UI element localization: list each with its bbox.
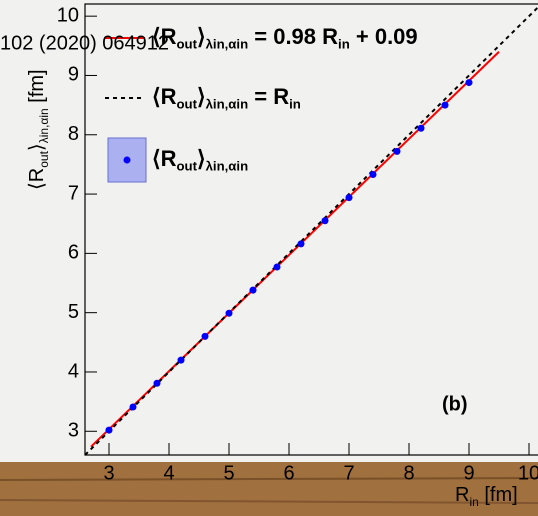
y-tick-label: 5 xyxy=(68,301,79,323)
point xyxy=(297,240,305,248)
label-part: ⟨R xyxy=(152,84,177,109)
label-part: = R xyxy=(248,84,289,109)
wood-floor xyxy=(0,462,538,516)
x-tick-label: 8 xyxy=(403,462,414,484)
y-tick-label: 10 xyxy=(57,4,79,26)
point xyxy=(225,309,233,317)
label-part: ⟨R xyxy=(152,146,177,171)
subscript: λin,αin xyxy=(206,37,249,52)
label-part: ⟩ xyxy=(197,146,206,171)
subscript: in xyxy=(469,495,478,509)
y-tick-label: 9 xyxy=(68,64,79,86)
label-part: ⟩ xyxy=(26,143,48,151)
point xyxy=(345,194,353,202)
x-tick-label: 10 xyxy=(518,462,538,484)
y-axis-label: ⟨Rout⟩λin,αin [fm] xyxy=(26,69,51,190)
label-part: ⟨R xyxy=(26,168,48,190)
legend-label: ⟨Rout⟩λin,αin xyxy=(152,146,248,174)
subscript: λin,αin xyxy=(206,159,249,174)
point xyxy=(249,286,257,294)
label-part: + 0.09 xyxy=(350,24,418,49)
wood-grain xyxy=(0,499,538,504)
subscript: λin,αin xyxy=(37,108,51,143)
point xyxy=(153,379,161,387)
subscript: out xyxy=(176,37,197,52)
point xyxy=(321,217,329,225)
subscript: out xyxy=(176,97,197,112)
subscript: in xyxy=(289,97,301,112)
point xyxy=(441,101,449,109)
label-part: ⟩ xyxy=(197,24,206,49)
label-part: = 0.98 R xyxy=(248,24,338,49)
point xyxy=(129,403,137,411)
subscript: out xyxy=(176,159,197,174)
y-tick-label: 7 xyxy=(68,182,79,204)
overlay-text: 102 (2020) 064912 xyxy=(0,32,169,54)
point xyxy=(273,263,281,271)
legend-swatch-dot xyxy=(123,156,131,164)
subscript: in xyxy=(338,37,350,52)
plot-frame xyxy=(84,3,538,456)
subscript: λin,αin xyxy=(206,97,249,112)
point xyxy=(393,147,401,155)
label-part: [fm] xyxy=(26,69,48,108)
x-tick-label: 4 xyxy=(163,462,174,484)
point xyxy=(369,170,377,178)
x-tick-label: 6 xyxy=(283,462,294,484)
annotation: (b) xyxy=(442,393,468,415)
fit-line xyxy=(84,6,538,456)
y-tick-label: 8 xyxy=(68,123,79,145)
point xyxy=(177,356,185,364)
y-tick-label: 6 xyxy=(68,242,79,264)
point xyxy=(105,426,113,434)
legend-label: ⟨Rout⟩λin,αin = Rin xyxy=(152,84,301,112)
point xyxy=(465,79,473,87)
x-axis-label: Rin [fm] xyxy=(455,484,518,509)
label-part: R xyxy=(455,484,469,506)
wood-grain xyxy=(0,477,538,481)
y-tick-label: 3 xyxy=(68,420,79,442)
label-part: ⟨R xyxy=(152,24,177,49)
x-tick-label: 3 xyxy=(103,462,114,484)
label-part: ⟩ xyxy=(197,84,206,109)
x-tick-label: 7 xyxy=(343,462,354,484)
x-tick-label: 5 xyxy=(223,462,234,484)
label-part: [fm] xyxy=(479,484,518,506)
legend-label: ⟨Rout⟩λin,αin = 0.98 Rin + 0.09 xyxy=(152,24,418,52)
y-tick-label: 4 xyxy=(68,360,79,382)
point xyxy=(201,332,209,340)
point xyxy=(417,124,425,132)
subscript: out xyxy=(37,150,51,167)
x-tick-label: 9 xyxy=(463,462,474,484)
